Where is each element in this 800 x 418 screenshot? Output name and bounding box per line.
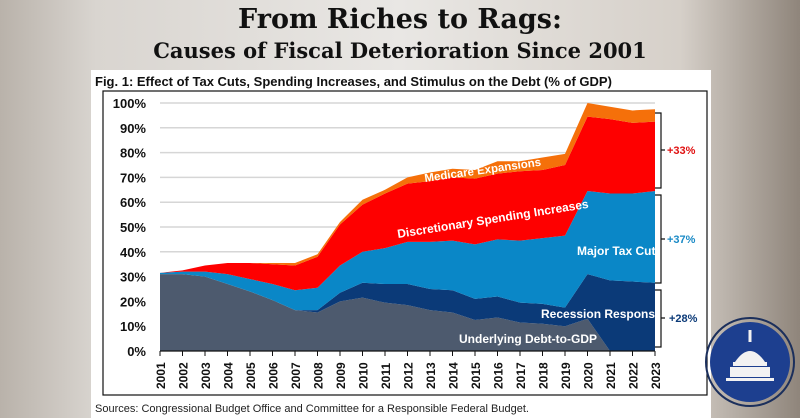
x-tick-label: 2015 <box>469 362 483 389</box>
page-subtitle: Causes of Fiscal Deterioration Since 200… <box>153 38 647 63</box>
x-tick-label: 2004 <box>222 362 236 389</box>
y-tick-label: 30% <box>120 270 146 285</box>
label-underlying-debt: Underlying Debt-to-GDP <box>459 332 597 346</box>
x-tick-label: 2014 <box>447 362 461 389</box>
bracket-33 <box>655 112 665 189</box>
x-tick-label: 2017 <box>514 362 528 389</box>
x-tick-label: 2022 <box>627 362 641 389</box>
label-major-tax-cuts: Major Tax Cuts <box>577 244 662 258</box>
chart-title: Fig. 1: Effect of Tax Cuts, Spending Inc… <box>95 74 612 89</box>
y-tick-label: 100% <box>113 96 147 111</box>
x-tick-label: 2002 <box>177 362 191 389</box>
x-tick-label: 2005 <box>244 362 258 389</box>
x-tick-label: 2010 <box>357 362 371 389</box>
y-tick-label: 20% <box>120 294 146 309</box>
logo <box>705 317 795 407</box>
x-tick-label: 2011 <box>379 363 393 389</box>
x-tick-label: 2012 <box>402 362 416 389</box>
y-tick-label: 70% <box>120 170 146 185</box>
area-underlying-debt-to-gdp <box>160 274 655 351</box>
area-discretionary-spending-increases <box>160 116 655 291</box>
annotation-plus-37: +37% <box>667 234 696 246</box>
x-tick-label: 2007 <box>289 362 303 389</box>
area-recession-responses <box>160 274 655 351</box>
area-major-tax-cuts <box>160 191 655 311</box>
y-tick-label: 40% <box>120 245 146 260</box>
bracket-37 <box>655 194 665 284</box>
y-tick-label: 0% <box>127 344 146 359</box>
x-tick-label: 2021 <box>604 362 618 389</box>
label-recession-responses: Recession Responses <box>541 307 669 321</box>
x-tick-label: 2006 <box>267 362 281 389</box>
x-tick-label: 2016 <box>492 362 506 389</box>
y-tick-label: 50% <box>120 220 146 235</box>
x-tick-label: 2001 <box>154 362 168 389</box>
y-tick-label: 90% <box>120 121 146 136</box>
capitol-dome-icon <box>726 330 774 381</box>
annotation-plus-33: +33% <box>667 145 696 157</box>
x-tick-label: 2023 <box>649 362 663 389</box>
page-title: From Riches to Rags: <box>238 4 562 35</box>
y-tick-label: 80% <box>120 146 146 161</box>
x-tick-label: 2009 <box>334 362 348 389</box>
x-tick-label: 2019 <box>559 362 573 389</box>
x-tick-label: 2020 <box>582 362 596 389</box>
bracket-28 <box>655 289 665 348</box>
x-tick-label: 2003 <box>199 362 213 389</box>
x-tick-label: 2013 <box>424 362 438 389</box>
y-tick-label: 60% <box>120 195 146 210</box>
plot-frame <box>102 90 708 396</box>
x-tick-label: 2008 <box>312 362 326 389</box>
annotation-plus-28: +28% <box>669 313 698 325</box>
chart-source: Sources: Congressional Budget Office and… <box>95 403 529 415</box>
x-tick-label: 2018 <box>537 362 551 389</box>
y-tick-label: 10% <box>120 319 146 334</box>
